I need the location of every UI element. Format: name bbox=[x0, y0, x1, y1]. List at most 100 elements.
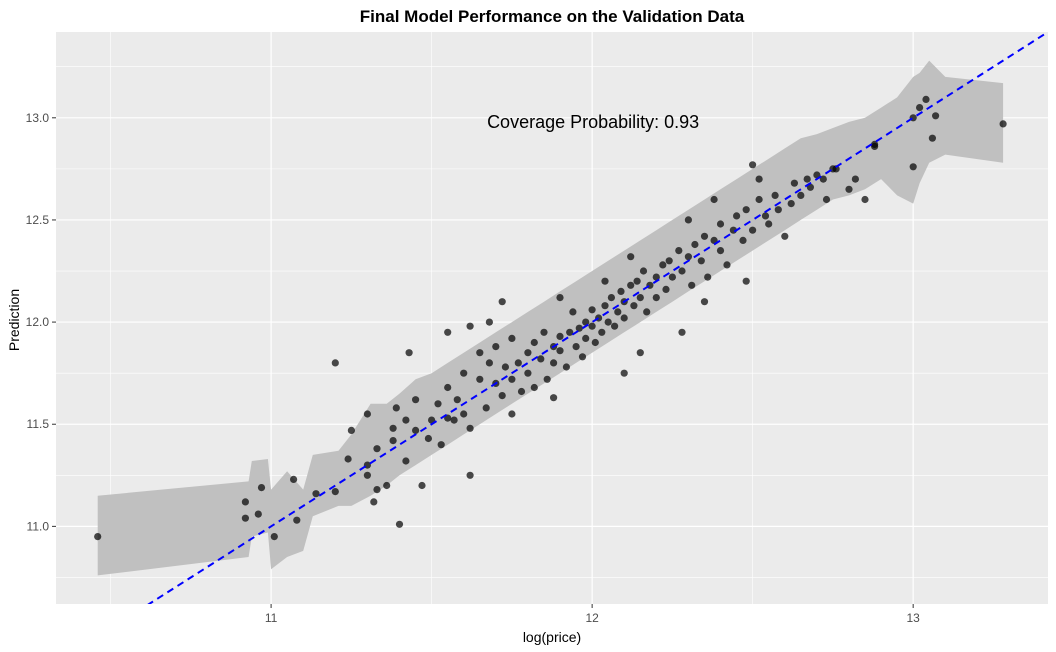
data-point bbox=[293, 516, 301, 524]
data-point bbox=[508, 410, 516, 418]
y-tick-label: 12.5 bbox=[26, 213, 50, 227]
data-point bbox=[434, 400, 442, 408]
data-point bbox=[678, 267, 686, 275]
data-point bbox=[607, 294, 616, 302]
data-point bbox=[627, 253, 635, 261]
data-point bbox=[344, 455, 352, 463]
data-point bbox=[540, 328, 548, 336]
reference-line bbox=[147, 32, 1048, 604]
data-point bbox=[450, 416, 458, 424]
data-point bbox=[742, 206, 750, 214]
data-point bbox=[466, 322, 474, 330]
data-point bbox=[476, 349, 484, 357]
data-point bbox=[498, 392, 506, 400]
data-point bbox=[716, 247, 725, 255]
data-point bbox=[700, 298, 709, 306]
data-point bbox=[749, 226, 757, 234]
data-point bbox=[460, 410, 468, 418]
x-tick-label: 13 bbox=[906, 611, 920, 625]
data-point bbox=[508, 375, 516, 383]
data-point bbox=[851, 175, 860, 183]
data-point bbox=[643, 308, 651, 316]
data-point bbox=[675, 247, 683, 255]
data-point bbox=[797, 191, 805, 199]
data-point bbox=[270, 533, 278, 541]
data-point bbox=[832, 165, 840, 173]
data-point bbox=[476, 375, 484, 383]
data-point bbox=[617, 287, 625, 295]
data-point bbox=[569, 308, 577, 316]
data-point bbox=[498, 298, 506, 306]
data-point bbox=[444, 383, 452, 392]
data-point bbox=[742, 277, 750, 285]
data-point bbox=[485, 318, 493, 326]
data-point bbox=[665, 257, 673, 265]
data-point bbox=[466, 424, 474, 432]
data-point bbox=[395, 520, 404, 528]
data-point bbox=[781, 232, 789, 240]
data-point bbox=[373, 445, 381, 453]
x-tick-label: 11 bbox=[265, 611, 278, 625]
data-point bbox=[331, 488, 339, 496]
data-point bbox=[697, 257, 705, 265]
y-tick-label: 13.0 bbox=[26, 111, 50, 125]
chart-title: Final Model Performance on the Validatio… bbox=[360, 7, 745, 26]
data-point bbox=[290, 475, 298, 483]
data-point bbox=[389, 437, 397, 445]
data-point bbox=[482, 404, 490, 412]
y-tick-label: 12.0 bbox=[26, 315, 50, 329]
data-point bbox=[257, 484, 266, 492]
data-point bbox=[598, 328, 606, 336]
data-point bbox=[588, 306, 596, 314]
data-point bbox=[428, 416, 436, 424]
x-axis: 11 12 13 bbox=[265, 604, 920, 625]
plot-region bbox=[94, 32, 1048, 604]
data-point bbox=[716, 220, 725, 228]
data-point bbox=[588, 322, 596, 330]
data-point bbox=[928, 134, 937, 142]
data-point bbox=[916, 104, 924, 112]
data-point bbox=[627, 281, 635, 289]
data-point bbox=[517, 387, 526, 396]
data-point bbox=[620, 314, 628, 322]
data-point bbox=[412, 426, 420, 434]
data-point bbox=[614, 308, 622, 316]
data-point bbox=[652, 294, 660, 302]
data-point bbox=[845, 185, 853, 193]
data-point bbox=[94, 533, 102, 541]
data-point bbox=[392, 404, 400, 412]
data-point bbox=[578, 353, 587, 361]
data-point bbox=[684, 253, 693, 261]
data-point bbox=[601, 277, 609, 285]
data-point bbox=[922, 95, 930, 103]
data-point bbox=[659, 261, 667, 269]
data-point bbox=[556, 332, 564, 340]
data-point bbox=[704, 273, 712, 281]
data-point bbox=[466, 471, 474, 479]
data-point bbox=[460, 369, 468, 377]
data-point bbox=[611, 322, 619, 330]
data-point bbox=[755, 175, 763, 183]
data-point bbox=[771, 191, 779, 199]
data-point bbox=[347, 426, 355, 434]
x-tick-label: 12 bbox=[585, 611, 599, 625]
data-point bbox=[803, 175, 811, 183]
data-point bbox=[562, 363, 571, 371]
data-point bbox=[363, 471, 371, 479]
data-point bbox=[530, 338, 538, 347]
data-point bbox=[312, 490, 320, 498]
coverage-annotation: Coverage Probability: 0.93 bbox=[487, 112, 699, 132]
data-point bbox=[591, 338, 599, 347]
data-point bbox=[556, 347, 564, 355]
data-point bbox=[662, 285, 670, 293]
data-point bbox=[861, 195, 869, 204]
data-point bbox=[514, 359, 522, 367]
data-point bbox=[389, 424, 397, 432]
data-point bbox=[383, 481, 391, 490]
data-point bbox=[668, 273, 677, 281]
data-point bbox=[999, 120, 1007, 128]
data-point bbox=[492, 343, 500, 351]
data-point bbox=[739, 236, 747, 244]
data-point bbox=[636, 349, 644, 357]
